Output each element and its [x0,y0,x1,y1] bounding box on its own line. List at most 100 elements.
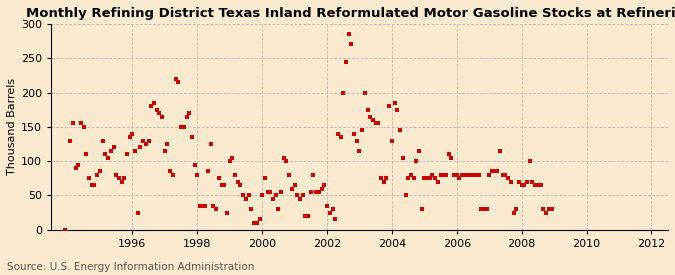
Point [395,128,406,133]
Point [533,183,543,187]
Point [76,121,86,126]
Point [238,193,248,198]
Point [446,156,457,160]
Point [527,180,538,184]
Point [251,221,262,225]
Point [511,207,522,211]
Point [271,193,281,198]
Point [289,183,300,187]
Point [132,210,143,215]
Point [414,149,425,153]
Point [470,173,481,177]
Point [92,173,103,177]
Point [138,138,148,143]
Point [108,145,119,150]
Point [216,183,227,187]
Y-axis label: Thousand Barrels: Thousand Barrels [7,78,17,175]
Point [232,180,243,184]
Point [240,197,251,201]
Point [230,173,240,177]
Point [279,156,290,160]
Point [246,207,257,211]
Point [248,221,259,225]
Point [332,131,343,136]
Point [124,135,135,139]
Point [443,152,454,156]
Point [235,183,246,187]
Point [441,173,452,177]
Point [143,138,154,143]
Point [400,193,411,198]
Point [462,173,473,177]
Point [211,207,221,211]
Point [202,169,213,174]
Point [381,176,392,180]
Point [135,145,146,150]
Point [473,173,484,177]
Point [65,138,76,143]
Point [297,193,308,198]
Point [379,180,389,184]
Point [254,217,265,222]
Point [452,173,462,177]
Point [384,104,395,108]
Point [497,173,508,177]
Point [256,193,267,198]
Point [321,204,332,208]
Point [356,128,367,133]
Point [514,180,524,184]
Point [338,90,349,95]
Point [479,207,489,211]
Point [194,204,205,208]
Point [503,176,514,180]
Point [305,190,316,194]
Point [524,159,535,163]
Point [522,180,533,184]
Point [181,114,192,119]
Point [465,173,476,177]
Point [371,121,381,126]
Point [273,207,284,211]
Point [227,156,238,160]
Point [95,169,105,174]
Point [376,176,387,180]
Point [267,197,278,201]
Point [300,214,310,218]
Point [538,207,549,211]
Point [157,114,167,119]
Point [541,210,551,215]
Point [127,131,138,136]
Point [487,169,497,174]
Point [103,156,113,160]
Point [422,176,433,180]
Point [205,142,216,146]
Point [197,204,208,208]
Point [500,173,511,177]
Point [154,111,165,115]
Point [259,176,270,180]
Point [506,180,516,184]
Point [70,166,81,170]
Point [284,173,294,177]
Point [316,186,327,191]
Point [292,193,302,198]
Point [411,159,422,163]
Point [449,173,460,177]
Point [476,207,487,211]
Point [186,135,197,139]
Point [97,138,108,143]
Point [146,104,157,108]
Point [489,169,500,174]
Point [287,186,298,191]
Point [78,125,89,129]
Point [224,159,235,163]
Point [408,176,419,180]
Point [170,77,181,81]
Point [130,149,140,153]
Point [360,90,371,95]
Point [460,173,470,177]
Point [221,210,232,215]
Point [403,176,414,180]
Point [438,173,449,177]
Point [200,204,211,208]
